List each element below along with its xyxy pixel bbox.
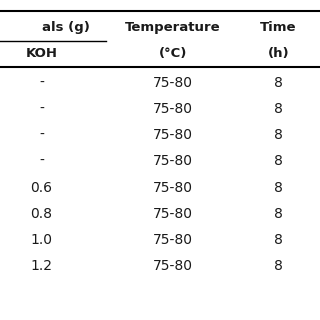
Text: 8: 8	[274, 128, 283, 142]
Text: 8: 8	[274, 154, 283, 168]
Text: 75-80: 75-80	[153, 102, 193, 116]
Text: 75-80: 75-80	[153, 76, 193, 90]
Text: 75-80: 75-80	[153, 180, 193, 195]
Text: -: -	[39, 76, 44, 90]
Text: -: -	[39, 128, 44, 142]
Text: 75-80: 75-80	[153, 128, 193, 142]
Text: -: -	[39, 102, 44, 116]
Text: 8: 8	[274, 233, 283, 247]
Text: KOH: KOH	[26, 47, 58, 60]
Text: 8: 8	[274, 180, 283, 195]
Text: als (g): als (g)	[42, 21, 90, 34]
Text: 1.2: 1.2	[31, 259, 52, 273]
Text: 8: 8	[274, 76, 283, 90]
Text: 75-80: 75-80	[153, 154, 193, 168]
Text: 8: 8	[274, 207, 283, 221]
Text: (°C): (°C)	[159, 47, 187, 60]
Text: (h): (h)	[268, 47, 289, 60]
Text: 8: 8	[274, 102, 283, 116]
Text: 0.8: 0.8	[31, 207, 52, 221]
Text: 8: 8	[274, 259, 283, 273]
Text: 75-80: 75-80	[153, 259, 193, 273]
Text: Temperature: Temperature	[125, 21, 220, 34]
Text: 75-80: 75-80	[153, 233, 193, 247]
Text: -: -	[39, 154, 44, 168]
Text: Time: Time	[260, 21, 297, 34]
Text: 0.6: 0.6	[31, 180, 52, 195]
Text: 75-80: 75-80	[153, 207, 193, 221]
Text: 1.0: 1.0	[31, 233, 52, 247]
